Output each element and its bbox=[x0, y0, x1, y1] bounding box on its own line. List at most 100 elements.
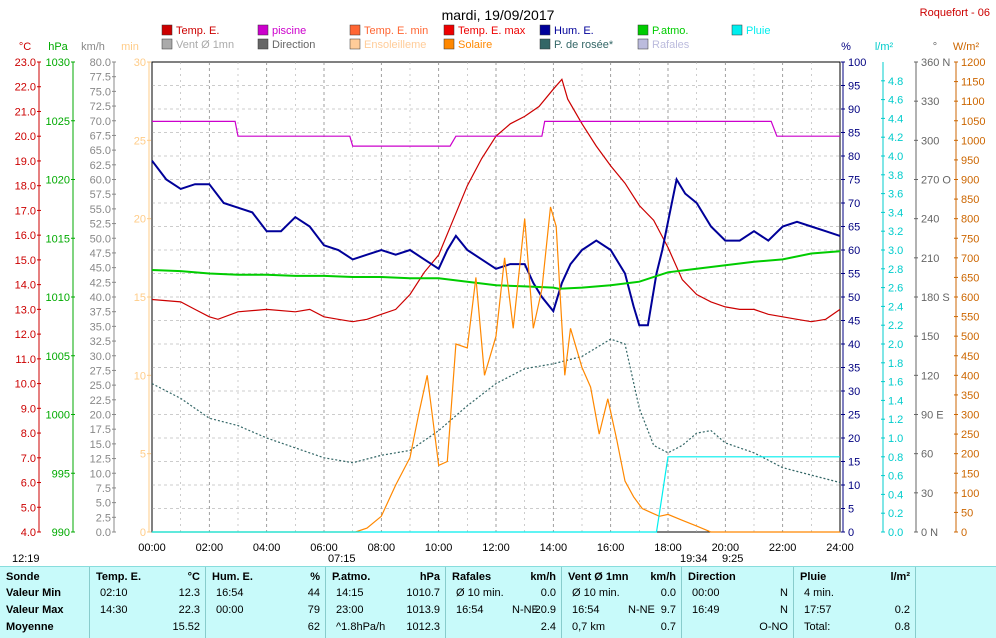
solar-tick-label: 1200 bbox=[961, 57, 985, 69]
sun-marks: 12:19 07:15 19:34 9:25 bbox=[12, 553, 743, 565]
table-time: Total: bbox=[804, 621, 831, 633]
x-tick-label: 06:00 bbox=[310, 542, 338, 554]
wind-tick-label: 70.0 bbox=[90, 116, 111, 128]
rain-tick-label: 0.0 bbox=[888, 527, 903, 539]
wind-tick-label: 47.5 bbox=[90, 248, 111, 260]
table-value: 0.0 bbox=[660, 587, 676, 599]
legend-label: Temp. E. max bbox=[458, 25, 526, 37]
table-value: N bbox=[780, 587, 788, 599]
moon-label: 9:25 bbox=[722, 553, 743, 565]
rain-tick-label: 4.0 bbox=[888, 151, 903, 163]
x-tick-label: 02:00 bbox=[196, 542, 224, 554]
wind-tick-label: 60.0 bbox=[90, 175, 111, 187]
hum-tick-label: 50 bbox=[848, 292, 860, 304]
series-line-p-de-ros-e- bbox=[151, 338, 841, 484]
solar-tick-label: 500 bbox=[961, 331, 979, 343]
solar-tick-label: 1100 bbox=[961, 96, 985, 108]
table-column bbox=[326, 567, 446, 638]
table-header-unit: km/h bbox=[650, 571, 676, 583]
table-value: 0.2 bbox=[894, 604, 910, 616]
table-header: Vent Ø 1mn bbox=[568, 571, 629, 583]
table-header-unit: l/m² bbox=[890, 571, 910, 583]
rain-tick-label: 3.0 bbox=[888, 245, 903, 257]
hum-tick-label: 25 bbox=[848, 410, 860, 422]
press-tick-label: 1005 bbox=[46, 351, 70, 363]
solar-tick-label: 0 bbox=[961, 527, 967, 539]
temp-tick-label: 9.0 bbox=[21, 403, 36, 415]
rain-tick-label: 3.6 bbox=[888, 189, 903, 201]
table-column bbox=[562, 567, 682, 638]
minutes-tick-label: 20 bbox=[134, 214, 146, 226]
dir-tick-label: 300 bbox=[921, 135, 939, 147]
x-tick-label: 16:00 bbox=[597, 542, 625, 554]
solar-tick-label: 800 bbox=[961, 214, 979, 226]
table-value: 79 bbox=[307, 604, 320, 616]
press-tick-label: 1020 bbox=[46, 175, 70, 187]
wind-tick-label: 52.5 bbox=[90, 219, 111, 231]
rain-tick-label: 2.8 bbox=[888, 264, 903, 276]
press-tick-label: 1030 bbox=[46, 57, 70, 69]
left-axes: °C 23.0 22.0 21.0 20.0 19.0 18.0 17.0 16.0 15.0 14… bbox=[15, 41, 151, 539]
temp-tick-label: 13.0 bbox=[15, 304, 36, 316]
table-time: Ø 10 min. bbox=[572, 587, 620, 599]
wind-tick-label: 37.5 bbox=[90, 307, 111, 319]
wind-tick-label: 27.5 bbox=[90, 365, 111, 377]
table-time: ^1.8hPa/h bbox=[336, 621, 386, 633]
temp-tick-label: 15.0 bbox=[15, 255, 36, 267]
temp-unit-label: °C bbox=[19, 41, 31, 53]
hum-tick-label: 75 bbox=[848, 175, 860, 187]
sunrise-left-label: 12:19 bbox=[12, 553, 40, 565]
rain-tick-label: 1.0 bbox=[888, 433, 903, 445]
hum-tick-label: 95 bbox=[848, 81, 860, 93]
wind-tick-label: 20.0 bbox=[90, 410, 111, 422]
press-tick-label: 990 bbox=[52, 527, 70, 539]
dir-tick-label: 60 bbox=[921, 449, 933, 461]
solar-tick-label: 300 bbox=[961, 410, 979, 422]
hum-tick-label: 55 bbox=[848, 269, 860, 281]
rain-tick-label: 0.2 bbox=[888, 508, 903, 520]
solar-tick-label: 750 bbox=[961, 233, 979, 245]
legend-label: Hum. E. bbox=[554, 25, 594, 37]
temp-tick-label: 19.0 bbox=[15, 156, 36, 168]
table-value: 15.52 bbox=[172, 621, 200, 633]
wind-tick-label: 35.0 bbox=[90, 321, 111, 333]
hum-tick-label: 45 bbox=[848, 316, 860, 328]
press-unit-label: hPa bbox=[48, 41, 68, 53]
table-time: 16:54 bbox=[572, 604, 600, 616]
table-time: 16:54 bbox=[456, 604, 484, 616]
temp-tick-label: 10.0 bbox=[15, 379, 36, 391]
table-time: 00:00 bbox=[216, 604, 244, 616]
solar-tick-label: 1050 bbox=[961, 116, 985, 128]
table-header: Hum. E. bbox=[212, 571, 253, 583]
series-group bbox=[151, 78, 841, 533]
press-tick-label: 1010 bbox=[46, 292, 70, 304]
legend-label: piscine bbox=[272, 25, 306, 37]
rain-tick-label: 2.6 bbox=[888, 283, 903, 295]
legend-swatch bbox=[731, 24, 743, 36]
sunset-label: 19:34 bbox=[680, 553, 708, 565]
table-header-unit: °C bbox=[187, 571, 200, 583]
table-time: 4 min. bbox=[804, 587, 834, 599]
table-value: 1010.7 bbox=[406, 587, 440, 599]
table-value: 0.8 bbox=[894, 621, 910, 633]
wind-tick-label: 5.0 bbox=[96, 498, 111, 510]
sunrise-label: 07:15 bbox=[328, 553, 356, 565]
dir-tick-label: 210 bbox=[921, 253, 939, 265]
table-column bbox=[794, 567, 916, 638]
solar-tick-label: 100 bbox=[961, 488, 979, 500]
x-tick-label: 12:00 bbox=[482, 542, 510, 554]
rain-tick-label: 1.6 bbox=[888, 377, 903, 389]
table-value: 0.7 bbox=[660, 621, 676, 633]
rain-tick-label: 2.2 bbox=[888, 320, 903, 332]
table-value: 12.3 bbox=[178, 587, 200, 599]
solar-tick-label: 50 bbox=[961, 507, 973, 519]
x-tick-label: 22:00 bbox=[769, 542, 797, 554]
table-column bbox=[206, 567, 326, 638]
temp-tick-label: 23.0 bbox=[15, 57, 36, 69]
stats-table: Sonde Valeur Min Valeur Max Moyenne Temp. E.… bbox=[0, 566, 996, 638]
solar-tick-label: 900 bbox=[961, 175, 979, 187]
wind-tick-label: 10.0 bbox=[90, 468, 111, 480]
wind-tick-label: 72.5 bbox=[90, 101, 111, 113]
table-header-unit: % bbox=[310, 571, 320, 583]
wind-tick-label: 50.0 bbox=[90, 233, 111, 245]
